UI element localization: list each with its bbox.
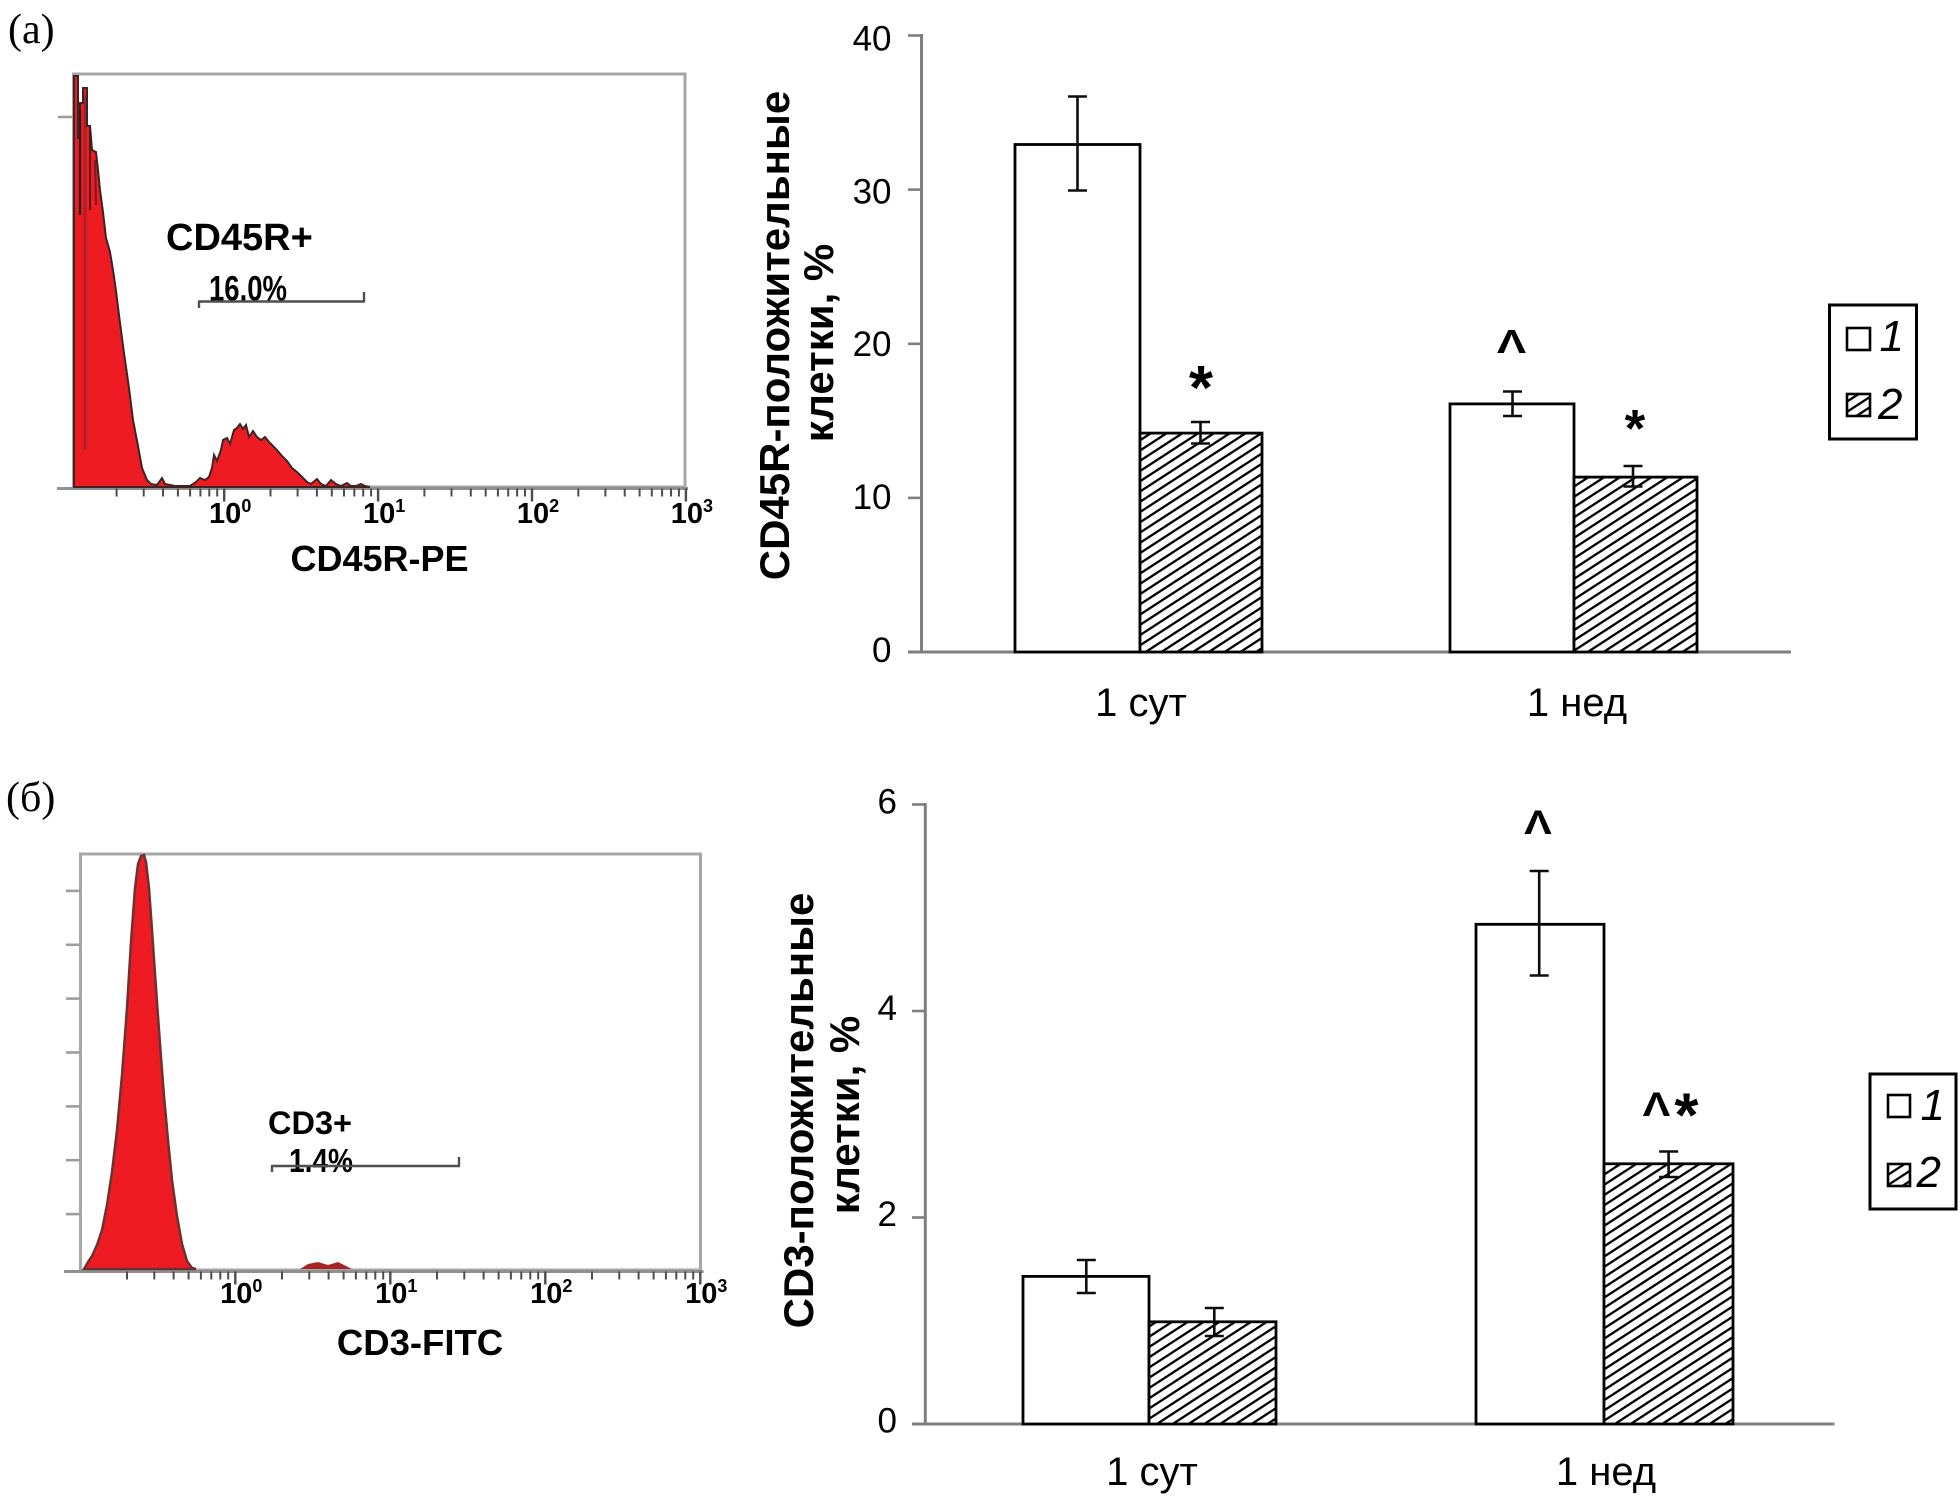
svg-text:CD3-положительные: CD3-положительные xyxy=(775,893,822,1329)
svg-text:1 сут: 1 сут xyxy=(1106,1450,1198,1494)
svg-text:102: 102 xyxy=(530,1276,572,1310)
svg-text:2: 2 xyxy=(878,1195,897,1234)
svg-text:101: 101 xyxy=(375,1276,417,1310)
svg-text:0: 0 xyxy=(872,631,891,670)
svg-text:Λ: Λ xyxy=(1524,804,1552,842)
svg-text:30: 30 xyxy=(853,172,892,211)
svg-text:*: * xyxy=(1625,400,1646,459)
svg-text:CD45R-PE: CD45R-PE xyxy=(290,538,468,579)
svg-text:1: 1 xyxy=(1880,312,1904,361)
svg-text:20: 20 xyxy=(853,325,892,364)
svg-text:1: 1 xyxy=(1921,1081,1945,1130)
svg-text:1 нед: 1 нед xyxy=(1556,1450,1656,1494)
svg-text:103: 103 xyxy=(685,1276,727,1310)
svg-text:4: 4 xyxy=(878,989,897,1028)
svg-text:2: 2 xyxy=(1916,1148,1941,1197)
svg-text:102: 102 xyxy=(517,496,559,530)
svg-text:CD45R-положительные: CD45R-положительные xyxy=(751,91,798,581)
svg-text:CD3+: CD3+ xyxy=(268,1105,352,1141)
svg-text:101: 101 xyxy=(363,496,405,530)
svg-text:103: 103 xyxy=(671,496,713,530)
svg-text:100: 100 xyxy=(220,1276,262,1310)
svg-text:10: 10 xyxy=(853,478,892,517)
svg-text:клетки, %: клетки, % xyxy=(821,1016,868,1215)
svg-text:0: 0 xyxy=(878,1402,897,1441)
svg-text:клетки, %: клетки, % xyxy=(795,244,842,443)
svg-text:Λ: Λ xyxy=(1643,1086,1671,1124)
svg-text:CD3-FITC: CD3-FITC xyxy=(337,1322,503,1363)
svg-text:1 сут: 1 сут xyxy=(1095,681,1187,725)
svg-text:2: 2 xyxy=(1877,380,1902,429)
svg-text:1.4%: 1.4% xyxy=(289,1142,353,1179)
svg-text:*: * xyxy=(1189,354,1214,423)
svg-text:6: 6 xyxy=(878,783,897,822)
svg-text:*: * xyxy=(1674,1082,1699,1151)
svg-text:Λ: Λ xyxy=(1497,324,1526,361)
svg-text:CD45R+: CD45R+ xyxy=(166,217,313,259)
svg-text:40: 40 xyxy=(853,20,892,59)
svg-text:1 нед: 1 нед xyxy=(1527,681,1627,725)
svg-text:100: 100 xyxy=(209,496,251,530)
